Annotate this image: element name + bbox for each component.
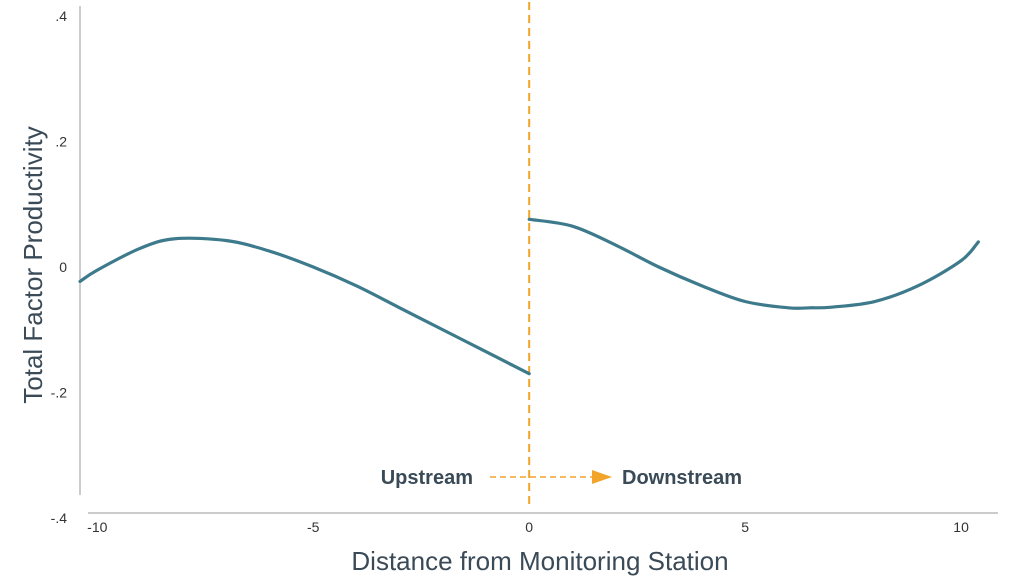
y-axis-title: Total Factor Productivity (18, 126, 48, 403)
x-tick-label: 10 (953, 519, 969, 535)
x-tick-labels: -10 -5 0 5 10 (87, 519, 969, 535)
y-tick-label: .2 (55, 134, 67, 150)
y-tick-label: -.2 (51, 385, 68, 401)
y-tick-label: .4 (55, 8, 67, 24)
x-tick-label: -10 (87, 519, 107, 535)
series-line-upstream (78, 236, 531, 376)
series-lines (78, 217, 980, 376)
x-tick-label: 0 (525, 519, 533, 535)
x-tick-label: 5 (741, 519, 749, 535)
x-tick-label: -5 (307, 519, 320, 535)
x-axis-title: Distance from Monitoring Station (351, 546, 728, 576)
y-tick-label: -.4 (51, 510, 68, 526)
annotation-arrow-head (592, 470, 612, 484)
y-tick-label: 0 (59, 259, 67, 275)
annotation-downstream: Downstream (622, 467, 742, 489)
series-line-downstream (527, 217, 980, 310)
annotation-upstream: Upstream (381, 467, 473, 489)
y-tick-labels: .4 .2 0 -.2 -.4 (51, 8, 68, 526)
